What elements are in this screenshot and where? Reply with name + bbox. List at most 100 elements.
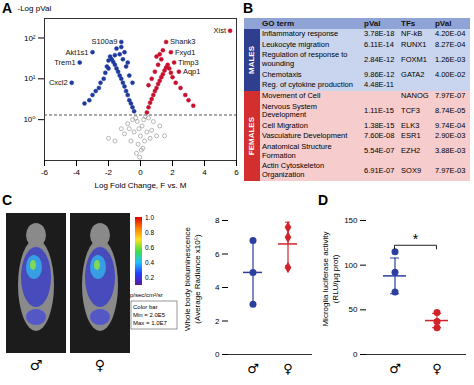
svg-text:S100a9: S100a9: [91, 37, 117, 46]
html-text:D: D: [318, 192, 329, 208]
svg-text:p/sec/cm²/sr: p/sec/cm²/sr: [130, 292, 163, 298]
svg-text:*: *: [413, 231, 419, 247]
svg-text:♂: ♂: [389, 361, 401, 376]
html-text:GATA2: GATA2: [401, 69, 425, 79]
html-text:9.86E-12: 9.86E-12: [364, 69, 395, 79]
html-text:Vasculature Development: Vasculature Development: [262, 131, 348, 141]
html-text:GO term: GO term: [262, 19, 294, 28]
html-text:1.11E-15: 1.11E-15: [364, 105, 394, 115]
svg-text:10²: 10²: [24, 34, 36, 43]
svg-text:-4: -4: [73, 168, 81, 177]
svg-text:0: 0: [138, 168, 143, 177]
html-text:6.91E-07: 6.91E-07: [364, 165, 395, 175]
html-text:5.54E-07: 5.54E-07: [364, 146, 395, 156]
svg-text:Log Fold Change, F vs. M: Log Fold Change, F vs. M: [94, 181, 186, 190]
svg-text:4: 4: [215, 283, 220, 292]
html-text:ELK3: ELK3: [401, 120, 420, 130]
svg-text:Trem1: Trem1: [54, 58, 75, 67]
svg-text:0.4: 0.4: [145, 259, 154, 266]
html-text:FOXM1: FOXM1: [401, 54, 427, 64]
html-text:Cell Migration: Cell Migration: [262, 120, 308, 130]
html-text:Inflammatory response: Inflammatory response: [262, 29, 339, 39]
html-text:B: B: [243, 0, 254, 16]
svg-text:0: 0: [215, 350, 220, 359]
html-text:Anatomical Structure Formation: Anatomical Structure Formation: [262, 142, 332, 160]
html-text:Actin Cytoskeleton Organizatio: Actin Cytoskeleton Organization: [262, 161, 325, 179]
svg-text:♂: ♂: [247, 361, 259, 376]
html-text:A: A: [2, 0, 13, 16]
svg-text:(Average Radiance x10⁵): (Average Radiance x10⁵): [193, 234, 202, 324]
svg-text:♀: ♀: [432, 361, 442, 376]
svg-text:Shank3: Shank3: [170, 37, 195, 46]
svg-text:Fxyd1: Fxyd1: [175, 48, 195, 57]
svg-text:-Log pVal: -Log pVal: [18, 4, 52, 13]
svg-text:10⁰: 10⁰: [23, 115, 35, 124]
svg-text:6: 6: [234, 168, 239, 177]
svg-text:Akt1s1: Akt1s1: [66, 48, 89, 57]
html-text:4.00E-02: 4.00E-02: [434, 69, 466, 79]
html-text:9.74E-04: 9.74E-04: [434, 120, 466, 130]
html-text:FEMALES: FEMALES: [247, 116, 257, 155]
svg-text:Aqp1: Aqp1: [183, 67, 201, 76]
html-text:Chemotaxis: Chemotaxis: [262, 69, 302, 79]
svg-text:0.2: 0.2: [145, 274, 154, 281]
html-text:TFs: TFs: [401, 19, 416, 28]
html-text:ESR1: ESR1: [401, 131, 421, 141]
html-text:4.48E-11: 4.48E-11: [364, 80, 394, 90]
html-text:NANOG: NANOG: [401, 90, 429, 100]
html-text:6.11E-14: 6.11E-14: [364, 39, 394, 49]
svg-text:2: 2: [170, 168, 175, 177]
svg-text:Color bar: Color bar: [133, 304, 158, 310]
html-text:pVal: pVal: [364, 19, 381, 28]
html-text:7.97E-07: 7.97E-07: [434, 90, 466, 100]
html-text:SOX9: SOX9: [401, 165, 422, 175]
html-text:1.38E-15: 1.38E-15: [364, 120, 395, 130]
svg-text:2: 2: [215, 317, 220, 326]
html-text:TCF3: TCF3: [401, 105, 420, 115]
svg-text:Whole body bioluminescence: Whole body bioluminescence: [183, 226, 192, 331]
html-text:4.20E-04: 4.20E-04: [434, 29, 466, 39]
svg-text:Xist: Xist: [214, 26, 227, 35]
html-text:Nervous System Development: Nervous System Development: [262, 101, 317, 120]
html-text:2.84E-12: 2.84E-12: [364, 54, 395, 64]
html-text:1.26E-03: 1.26E-03: [434, 54, 466, 64]
html-text:EZH2: EZH2: [401, 146, 421, 156]
svg-text:8: 8: [215, 216, 220, 225]
html-text:3.88E-03: 3.88E-03: [434, 146, 466, 156]
svg-text:0.6: 0.6: [145, 244, 154, 251]
html-text:Leukocyte migration: Leukocyte migration: [262, 39, 330, 49]
html-text:7.60E-08: 7.60E-08: [364, 131, 395, 141]
svg-text:150: 150: [344, 216, 358, 225]
svg-text:Min = 2.0E5: Min = 2.0E5: [133, 312, 166, 318]
html-text:NF-kB: NF-kB: [401, 29, 423, 39]
svg-text:0: 0: [353, 350, 358, 359]
html-text:C: C: [2, 192, 13, 208]
svg-text:50: 50: [349, 305, 358, 314]
html-text:Movement of Cell: Movement of Cell: [262, 90, 321, 100]
svg-text:-2: -2: [105, 168, 113, 177]
svg-text:0.8: 0.8: [145, 229, 154, 236]
svg-text:♀: ♀: [95, 357, 105, 373]
svg-text:♀: ♀: [283, 361, 293, 376]
html-text:3.78E-18: 3.78E-18: [364, 29, 395, 39]
svg-text:Timp3: Timp3: [178, 58, 199, 67]
svg-text:Microglia luciferase activity: Microglia luciferase activity: [321, 231, 330, 326]
html-text:MALES: MALES: [247, 46, 257, 75]
svg-text:Max = 1.0E7: Max = 1.0E7: [133, 320, 168, 326]
svg-text:10¹: 10¹: [24, 74, 36, 83]
svg-text:-6: -6: [41, 168, 49, 177]
svg-text:1.0: 1.0: [145, 214, 154, 221]
html-text:8.27E-04: 8.27E-04: [434, 39, 466, 49]
svg-text:(RLU/µg prot): (RLU/µg prot): [331, 254, 340, 303]
html-text:7.97E-03: 7.97E-03: [434, 165, 466, 175]
html-text:Regulation of response to woun: Regulation of response to wounding: [262, 50, 348, 69]
svg-text:6: 6: [215, 250, 220, 259]
html-text:Reg. of cytokine production: Reg. of cytokine production: [262, 80, 353, 90]
svg-text:♂: ♂: [30, 357, 43, 373]
svg-text:Cxcl2: Cxcl2: [49, 78, 68, 87]
svg-text:4: 4: [202, 168, 207, 177]
html-text:2.90E-03: 2.90E-03: [434, 131, 466, 141]
html-text:8.74E-05: 8.74E-05: [434, 105, 466, 115]
html-text:RUNX1: RUNX1: [401, 39, 427, 49]
svg-text:100: 100: [344, 261, 358, 270]
